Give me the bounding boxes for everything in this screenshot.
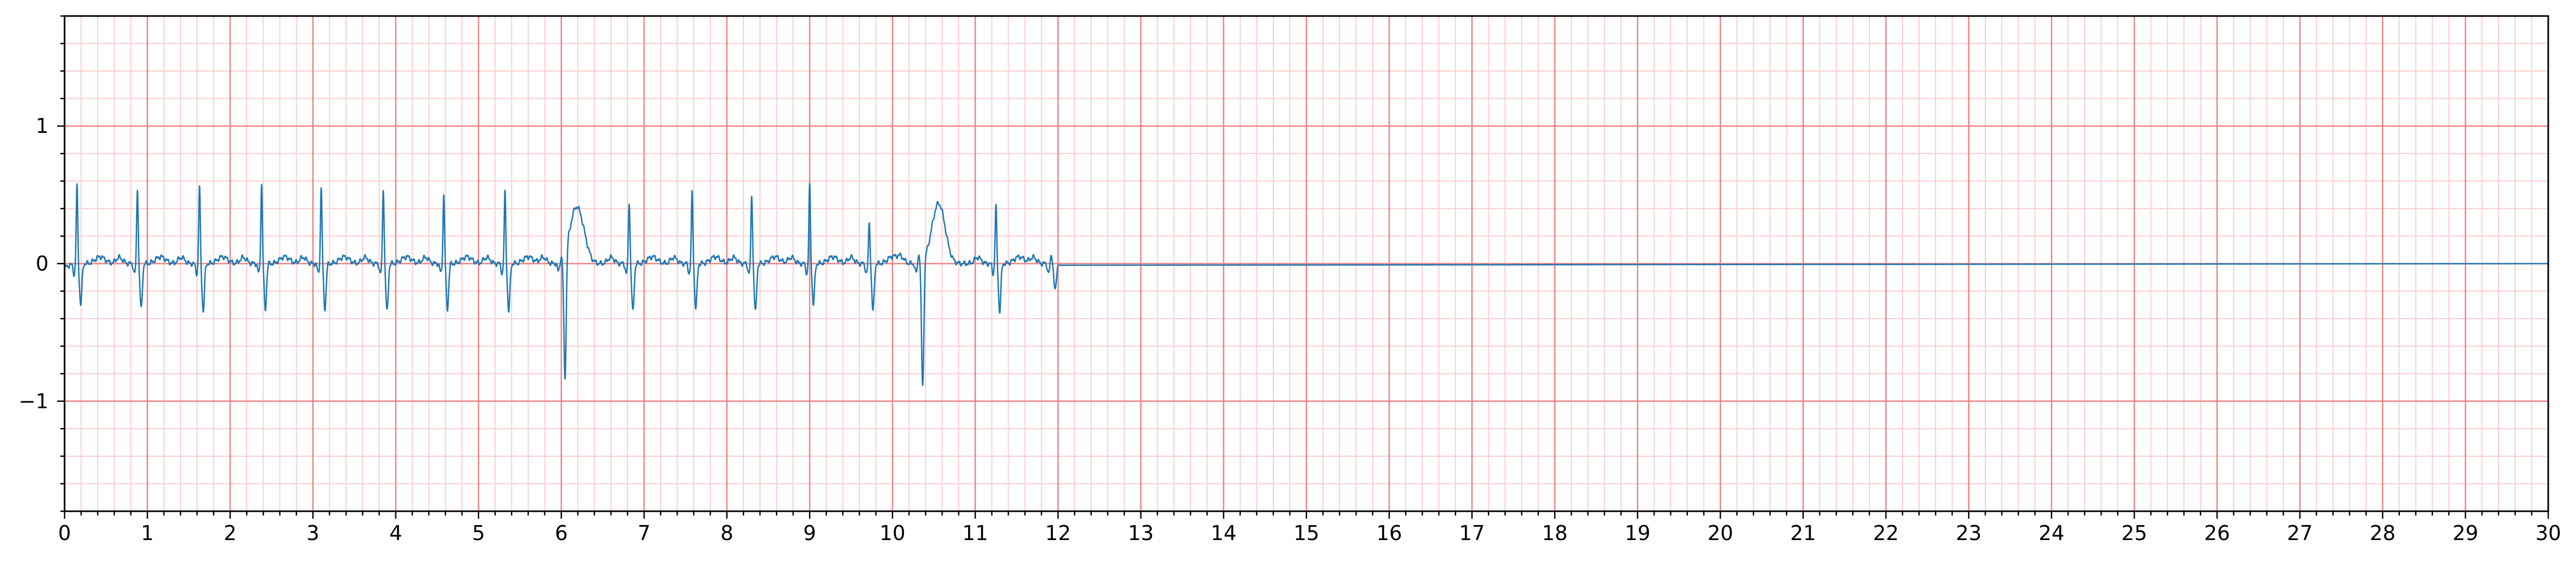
x-tick-label: 10 xyxy=(879,521,905,545)
x-tick-label: 22 xyxy=(1873,521,1899,545)
y-tick-label: −1 xyxy=(19,390,49,413)
x-tick-label: 21 xyxy=(1790,521,1816,545)
x-tick-label: 8 xyxy=(720,521,733,545)
x-tick-label: 27 xyxy=(2287,521,2312,545)
y-tick-labels: −1 0 1 xyxy=(19,114,49,413)
x-tick-label: 3 xyxy=(306,521,319,545)
x-tick-label: 18 xyxy=(1542,521,1567,545)
series-layer xyxy=(64,183,2549,386)
x-tick-label: 4 xyxy=(389,521,402,545)
x-tick-labels: 0 1 2 3 4 5 6 7 8 9 10 11 12 13 14 15 16 17 18 19 20 21 22 23 24… xyxy=(58,521,2561,545)
axis-ticks xyxy=(57,15,2549,519)
x-tick-label: 16 xyxy=(1376,521,1402,545)
x-tick-label: 20 xyxy=(1707,521,1733,545)
x-tick-label: 0 xyxy=(58,521,71,545)
ecg-trace xyxy=(64,183,2549,386)
x-tick-label: 29 xyxy=(2453,521,2478,545)
x-tick-label: 17 xyxy=(1459,521,1485,545)
x-tick-label: 26 xyxy=(2204,521,2230,545)
x-tick-label: 5 xyxy=(472,521,485,545)
x-tick-label: 11 xyxy=(962,521,988,545)
x-tick-label: 14 xyxy=(1211,521,1237,545)
x-tick-label: 19 xyxy=(1624,521,1650,545)
x-tick-label: 6 xyxy=(555,521,568,545)
x-tick-label: 1 xyxy=(141,521,154,545)
x-tick-label: 12 xyxy=(1045,521,1071,545)
y-tick-label: 0 xyxy=(36,252,49,275)
x-tick-label: 24 xyxy=(2039,521,2064,545)
x-tick-label: 9 xyxy=(803,521,816,545)
x-tick-label: 28 xyxy=(2370,521,2396,545)
x-tick-label: 15 xyxy=(1294,521,1319,545)
y-tick-label: 1 xyxy=(36,114,49,138)
x-tick-label: 13 xyxy=(1128,521,1154,545)
x-tick-label: 23 xyxy=(1956,521,1981,545)
x-tick-label: 2 xyxy=(224,521,236,545)
x-tick-label: 25 xyxy=(2121,521,2147,545)
x-tick-label: 30 xyxy=(2535,521,2561,545)
x-tick-label: 7 xyxy=(638,521,651,545)
